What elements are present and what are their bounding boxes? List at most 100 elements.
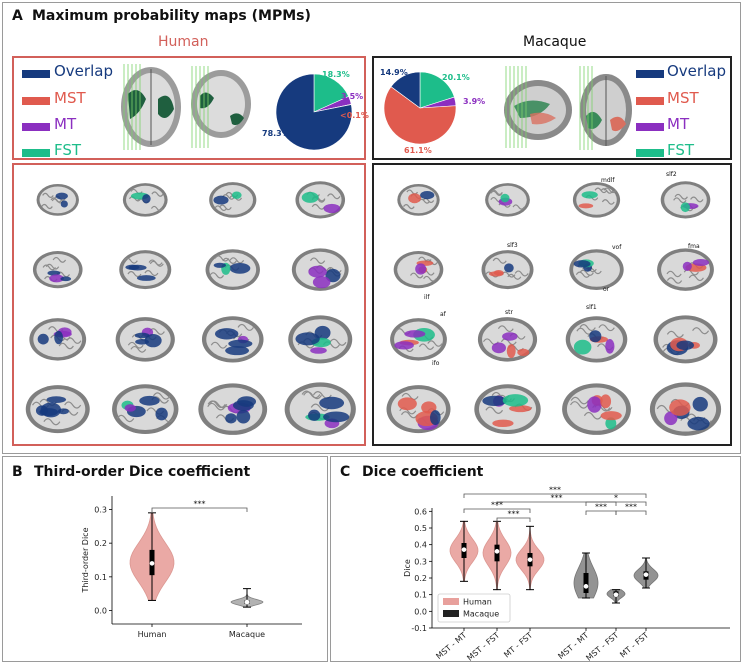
region-blob [600, 411, 622, 421]
region-blob [500, 193, 510, 203]
brain-slice [390, 318, 447, 361]
violin-median [527, 557, 533, 562]
region-blob [319, 396, 345, 410]
legend-swatch [22, 123, 50, 131]
sulcus [327, 193, 341, 200]
brain-slice [36, 183, 79, 216]
legend-label: FST [667, 141, 695, 159]
sulcus [507, 273, 522, 280]
x-tick-label: MT - FST [502, 631, 534, 660]
sulcus [130, 345, 147, 353]
region-blob [136, 275, 156, 281]
significance-bracket [496, 517, 531, 522]
sulcus [214, 205, 228, 211]
sulcus [222, 194, 235, 200]
human-axial-brain [121, 64, 181, 150]
sulcus [666, 330, 684, 338]
significance-label: *** [625, 503, 637, 512]
sulcus [501, 271, 516, 278]
significance-bracket [615, 510, 647, 515]
sulcus [666, 277, 683, 284]
region-blob [397, 397, 417, 411]
human-sagittal-slices [25, 181, 356, 436]
y-tick-label: 0.3 [94, 505, 107, 514]
y-tick-label: 0.1 [414, 591, 427, 600]
brain-slice [198, 383, 268, 435]
violin-median [613, 592, 619, 597]
region-blob [60, 200, 68, 208]
x-tick-label: MST - FST [584, 631, 620, 663]
sulcus [485, 406, 504, 414]
sulcus [598, 324, 615, 332]
brain-slice [386, 385, 451, 434]
brain-tissue [657, 319, 714, 360]
region-blob [408, 193, 421, 204]
sulcus [64, 401, 82, 409]
significance-bracket [585, 501, 647, 506]
region-blob [605, 417, 617, 430]
region-blob [54, 330, 64, 345]
pie-slice [275, 73, 353, 151]
macaque-heading: Macaque [523, 34, 587, 50]
sulcus [601, 199, 615, 205]
significance-label: * [614, 494, 618, 503]
brain-slice [115, 317, 175, 362]
pie-label: <0.1% [340, 111, 369, 120]
sulcus [237, 323, 254, 331]
brain-slice [295, 181, 346, 219]
region-blob [404, 330, 426, 338]
sulcus [210, 341, 228, 349]
brain-tissue [39, 186, 76, 214]
sulcus [148, 259, 163, 266]
region-blob [310, 347, 327, 354]
region-blob [325, 268, 341, 283]
pie-slice [419, 71, 455, 109]
sulcus [423, 275, 437, 282]
sulcus [594, 187, 608, 194]
region-blob [504, 263, 514, 273]
macaque-coronal-brain [579, 66, 632, 150]
sulcus [570, 396, 589, 405]
region-blob [676, 340, 694, 351]
significance-label: *** [549, 486, 561, 495]
pie-label: 3.5% [341, 92, 364, 101]
pie-label: 3.9% [463, 97, 486, 106]
region-blob [664, 411, 678, 426]
brain-tissue [289, 386, 351, 432]
region-blob [40, 402, 62, 418]
region-blob [680, 202, 690, 213]
pie-label: 18.3% [322, 70, 350, 79]
tract-label: vof [612, 244, 622, 251]
macaque-summary-box [372, 56, 732, 160]
region-blob [155, 407, 168, 421]
region-blob [37, 333, 49, 345]
macaque-sagittal-brain [504, 66, 572, 148]
sulcus [301, 390, 321, 399]
brain-slice [565, 316, 628, 363]
legend-swatch [443, 598, 459, 605]
region-blob [669, 399, 691, 416]
region-blob [47, 270, 61, 276]
sulcus [222, 257, 237, 264]
sulcus [666, 270, 682, 278]
region-blob [128, 264, 147, 271]
brain-slice [32, 251, 83, 289]
human-pie-chart [275, 73, 353, 151]
legend-label: Macaque [463, 610, 499, 619]
tract-label: fma [688, 243, 700, 250]
brain-slice [657, 248, 714, 291]
violin-median [149, 561, 155, 566]
sulcus [674, 193, 688, 200]
panel-c-title: Dice coefficient [362, 464, 484, 480]
region-blob [420, 190, 435, 200]
region-blob [139, 395, 160, 406]
sulcus [570, 401, 589, 409]
y-axis-label: Dice [403, 559, 412, 577]
region-blob [225, 346, 250, 356]
sulcus [688, 274, 704, 282]
sulcus [579, 324, 596, 332]
sulcus [41, 203, 53, 210]
sulcus [492, 257, 507, 264]
region-blob [229, 262, 251, 274]
third-order-dice-chart: 0.0 0.1 0.2 0.3 Third-order Dice Human Macaque… [81, 496, 302, 639]
